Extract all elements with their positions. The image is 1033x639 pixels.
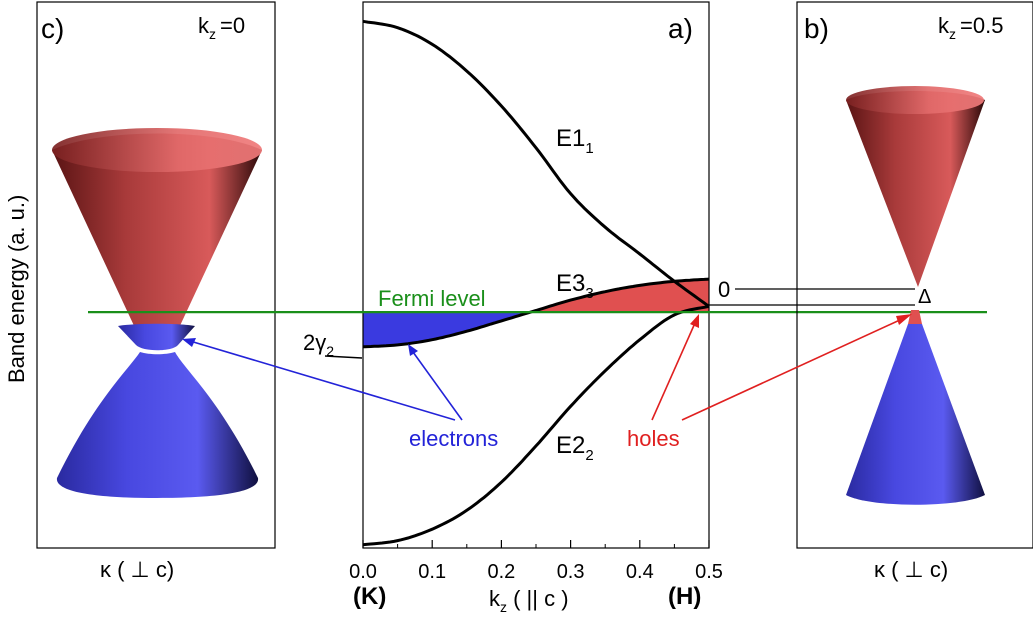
panel-b-xlabel: κ ( ⊥ c) [874, 557, 948, 582]
holes-arrow-right [681, 318, 903, 421]
curve-E1 [362, 19, 710, 308]
x-tick-label-0.0: 0.0 [349, 561, 377, 583]
hole-pocket [908, 310, 922, 324]
panel-b-frame [796, 1, 1033, 549]
panel-a: 0.0 0.1 0.2 0.3 0.4 0.5 a) E11 E33 E22 Fermi … [303, 1, 723, 615]
gamma-label: 2γ2 [303, 330, 334, 359]
holes-arrowhead-center [690, 314, 699, 328]
holes-label: holes [627, 426, 680, 451]
panel-c: c) kz =0 κ ( ⊥ c) [36, 1, 276, 582]
carrier-fills [363, 279, 709, 347]
x-tick-label-0.4: 0.4 [626, 561, 654, 583]
label-E3: E33 [556, 270, 594, 302]
point-K-label: (K) [353, 583, 386, 610]
curve-E2 [362, 304, 710, 547]
valence-paraboloid-kz0 [56, 323, 259, 498]
panel-c-tag: c) [41, 13, 64, 44]
panel-c-xlabel: κ ( ⊥ c) [100, 557, 174, 582]
electrons-label: electrons [409, 426, 498, 451]
electrons-arrow-left [189, 340, 456, 421]
electrons-arrowhead-center [408, 344, 418, 356]
conduction-cone-kz0 [52, 128, 262, 344]
x-tick-label-0.1: 0.1 [418, 561, 446, 583]
panel-a-tag: a) [668, 13, 693, 44]
x-tick-label-0.5: 0.5 [695, 561, 723, 583]
hole-fill [529, 279, 709, 313]
fermi-level-label: Fermi level [378, 286, 486, 311]
zero-label: 0 [718, 277, 730, 302]
annotation-arrows [182, 314, 912, 421]
panel-b: b) kz =0.5 κ ( ⊥ c) [796, 1, 1033, 582]
band-curves [362, 19, 710, 547]
holes-arrow-center [651, 322, 696, 421]
x-tick-label-0.2: 0.2 [487, 561, 515, 583]
y-axis-label: Band energy (a. u.) [4, 195, 29, 383]
electrons-arrow-center [412, 351, 463, 421]
gamma-leader [324, 355, 363, 359]
curve-E3 [362, 277, 710, 349]
panel-a-xlabel: kz ( || c ) [489, 586, 569, 615]
conduction-cone-kz05 [846, 86, 985, 287]
panel-b-tag: b) [804, 13, 829, 44]
panel-c-kz-label: kz =0 [198, 13, 245, 42]
point-H-label: (H) [668, 583, 701, 610]
x-tick-label-0.3: 0.3 [557, 561, 585, 583]
x-ticks: 0.0 0.1 0.2 0.3 0.4 0.5 [349, 540, 723, 583]
panel-c-frame [36, 1, 276, 549]
electrons-arrowhead-left [182, 338, 196, 347]
panel-b-kz-label: kz =0.5 [938, 13, 1003, 42]
electron-fill [363, 312, 530, 347]
label-E2: E22 [556, 432, 594, 464]
delta-label: Δ [918, 286, 931, 308]
label-E1: E11 [556, 125, 594, 157]
panel-a-frame [362, 1, 710, 549]
valence-cone-kz05 [846, 310, 985, 505]
holes-arrowhead-right [896, 314, 912, 325]
